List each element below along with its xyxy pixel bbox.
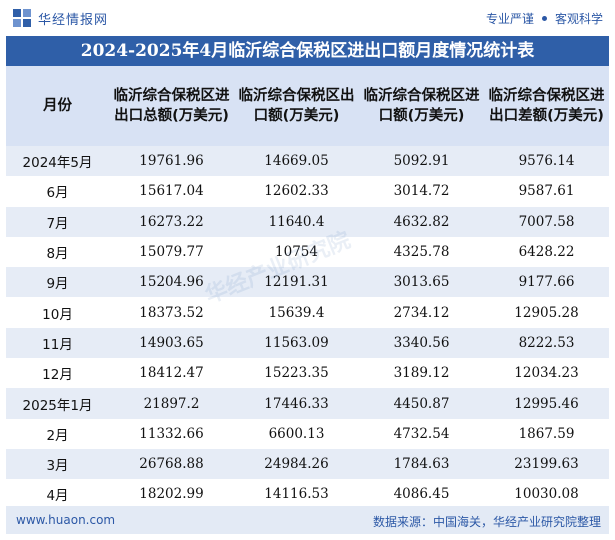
cell-export: 6600.13 [234,418,359,449]
table-row: 2024年5月 19761.96 14669.05 5092.91 9576.14 [6,146,609,177]
cell-total: 26768.88 [109,448,234,480]
column-header-balance: 临沂综合保税区进出口差额(万美元) [484,66,609,146]
cell-month: 11月 [6,327,109,359]
trade-table: 月份 临沂综合保税区进出口总额(万美元) 临沂综合保税区出口额(万美元) 临沂综… [6,66,609,510]
table-title: 2024-2025年4月临沂综合保税区进出口额月度情况统计表 [6,36,609,66]
cell-export: 17446.33 [234,388,359,419]
cell-total: 18202.99 [109,479,234,510]
table-row: 12月 18412.47 15223.35 3189.12 12034.23 [6,358,609,389]
slogan-right: 客观科学 [554,12,603,26]
table-row: 4月 18202.99 14116.53 4086.45 10030.08 [6,479,609,510]
cell-import: 4086.45 [359,479,484,510]
cell-import: 4325.78 [359,236,484,268]
cell-month: 2025年1月 [6,388,109,419]
footer-url-link[interactable]: www.huaon.com [16,513,116,527]
cell-month: 8月 [6,236,109,268]
cell-import: 2734.12 [359,297,484,328]
table-row: 10月 18373.52 15639.4 2734.12 12905.28 [6,297,609,328]
cell-export: 14116.53 [234,479,359,510]
table-row: 9月 15204.96 12191.31 3013.65 9177.66 [6,267,609,298]
cell-total: 11332.66 [109,418,234,449]
logo-text: 华经情报网 [38,12,109,28]
cell-balance: 8222.53 [484,327,609,359]
table-row: 2月 11332.66 6600.13 4732.54 1867.59 [6,418,609,449]
cell-total: 15204.96 [109,267,234,298]
cell-month: 7月 [6,206,109,237]
cell-import: 5092.91 [359,146,484,177]
cell-export: 11563.09 [234,327,359,359]
top-bar: 华经情报网 专业严谨 客观科学 [0,0,615,36]
cell-import: 1784.63 [359,448,484,480]
cell-export: 12602.33 [234,176,359,207]
cell-total: 21897.2 [109,388,234,419]
cell-import: 3189.12 [359,358,484,389]
cell-month: 2月 [6,418,109,449]
table-row: 7月 16273.22 11640.4 4632.82 7007.58 [6,206,609,237]
cell-import: 4632.82 [359,206,484,237]
cell-month: 9月 [6,267,109,298]
cell-import: 3013.65 [359,267,484,298]
cell-balance: 9177.66 [484,267,609,298]
cell-total: 19761.96 [109,146,234,177]
cell-import: 3014.72 [359,176,484,207]
cell-total: 18373.52 [109,297,234,328]
cell-total: 15617.04 [109,176,234,207]
cell-export: 15639.4 [234,297,359,328]
cell-balance: 9587.61 [484,176,609,207]
column-header-import: 临沂综合保税区进口额(万美元) [359,66,484,146]
table-body: 2024年5月 19761.96 14669.05 5092.91 9576.14 6月 1… [6,146,609,510]
cell-balance: 23199.63 [484,448,609,480]
slogan-separator-icon [541,16,547,21]
table-header-row: 月份 临沂综合保税区进出口总额(万美元) 临沂综合保税区出口额(万美元) 临沂综… [6,66,609,146]
column-header-export: 临沂综合保税区出口额(万美元) [234,66,359,146]
cell-month: 4月 [6,479,109,510]
cell-total: 15079.77 [109,236,234,268]
cell-balance: 12034.23 [484,358,609,389]
column-header-month: 月份 [6,66,109,146]
cell-balance: 9576.14 [484,146,609,177]
cell-balance: 10030.08 [484,479,609,510]
cell-balance: 12905.28 [484,297,609,328]
cell-import: 4732.54 [359,418,484,449]
cell-export: 11640.4 [234,206,359,237]
cell-export: 14669.05 [234,146,359,177]
cell-month: 2024年5月 [6,146,109,177]
slogan: 专业严谨 客观科学 [486,10,603,27]
slogan-left: 专业严谨 [485,12,534,26]
cell-import: 3340.56 [359,327,484,359]
cell-total: 14903.65 [109,327,234,359]
cell-balance: 12995.46 [484,388,609,419]
cell-import: 4450.87 [359,388,484,419]
cell-balance: 1867.59 [484,418,609,449]
data-source: 数据来源：中国海关，华经产业研究院整理 [372,515,601,529]
footer: www.huaon.com 数据来源：中国海关，华经产业研究院整理 [6,506,609,534]
column-header-total: 临沂综合保税区进出口总额(万美元) [109,66,234,146]
table-row: 8月 15079.77 10754 4325.78 6428.22 [6,236,609,268]
cell-export: 15223.35 [234,358,359,389]
cell-month: 6月 [6,176,109,207]
cell-total: 18412.47 [109,358,234,389]
logo[interactable]: 华经情报网 [12,8,108,28]
cell-export: 10754 [234,236,359,268]
table-row: 11月 14903.65 11563.09 3340.56 8222.53 [6,327,609,359]
table-row: 6月 15617.04 12602.33 3014.72 9587.61 [6,176,609,207]
cell-month: 12月 [6,358,109,389]
cell-balance: 7007.58 [484,206,609,237]
cell-month: 3月 [6,448,109,480]
table-row: 3月 26768.88 24984.26 1784.63 23199.63 [6,448,609,480]
cell-total: 16273.22 [109,206,234,237]
cell-export: 24984.26 [234,448,359,480]
cell-balance: 6428.22 [484,236,609,268]
huajing-logo-icon [13,9,31,27]
cell-export: 12191.31 [234,267,359,298]
table-row: 2025年1月 21897.2 17446.33 4450.87 12995.46 [6,388,609,419]
cell-month: 10月 [6,297,109,328]
